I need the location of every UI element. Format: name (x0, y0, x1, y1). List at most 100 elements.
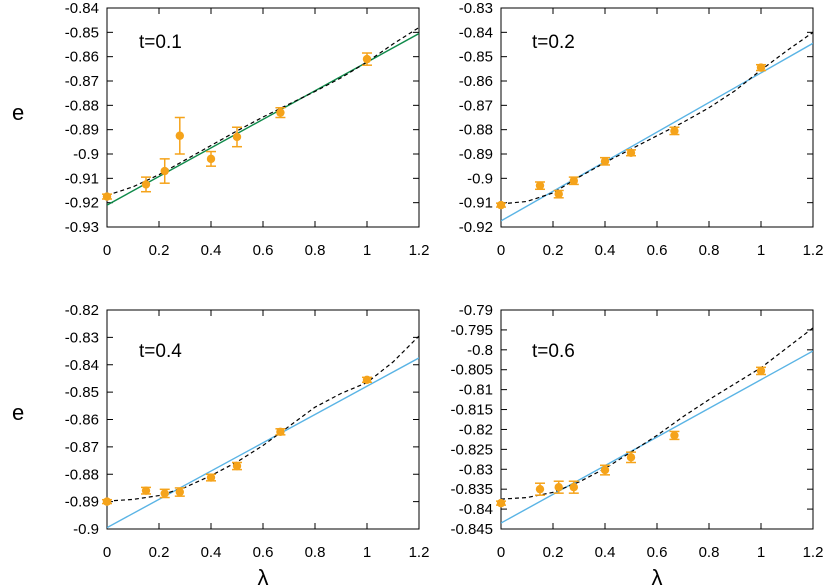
y-tick-label: -0.9 (467, 170, 493, 187)
y-tick-label: -0.88 (65, 466, 99, 483)
point-marker (626, 148, 636, 157)
data-point (535, 181, 545, 191)
x-tick-label: 0 (497, 544, 505, 561)
data-point (669, 430, 680, 441)
point-marker (362, 375, 372, 385)
point-marker (756, 366, 766, 376)
x-tick-label: 0.2 (543, 242, 564, 259)
panel-label: t=0.1 (139, 32, 182, 53)
data-point (275, 107, 286, 119)
y-tick-label: -0.91 (459, 195, 493, 212)
data-point (362, 52, 372, 66)
point-marker (535, 484, 545, 494)
y-tick-label: -0.86 (65, 49, 99, 66)
y-tick-label: -0.84 (459, 24, 493, 41)
data-point (141, 176, 151, 193)
data-point (102, 497, 112, 506)
x-tick-label: 1.2 (803, 242, 824, 259)
x-tick-label: 0.2 (543, 544, 564, 561)
y-tick-label: -0.82 (459, 421, 493, 438)
x-tick-label: 1.2 (409, 242, 430, 259)
x-tick-label: 1 (363, 544, 371, 561)
panel-4: 0 0.2 0.4 0.6 0.8 1 1.2 -0.845 -0.84 -0.835 -0.83 -… (450, 302, 823, 588)
y-tick-label: -0.825 (450, 441, 493, 458)
data-point (756, 63, 766, 72)
y-tick-label: -0.815 (450, 402, 493, 419)
point-marker (554, 189, 563, 199)
point-marker (141, 180, 151, 189)
y-tick-label: -0.85 (65, 384, 99, 401)
x-tick-label: 1 (757, 242, 765, 259)
point-marker (535, 181, 545, 190)
y-tick-label: -0.86 (459, 73, 493, 90)
point-marker (600, 157, 610, 166)
linear-fit-line (107, 32, 419, 206)
y-tick-label: -0.89 (65, 122, 99, 139)
y-tick-label: -0.87 (459, 97, 493, 114)
point-marker (232, 461, 242, 471)
point-marker (232, 132, 242, 142)
x-axis-title: λ (258, 565, 269, 588)
x-tick-label: 0.6 (253, 242, 274, 259)
x-tick-label: 0.6 (647, 242, 668, 259)
data-point (362, 375, 372, 385)
x-tick-label: 0 (103, 544, 111, 561)
point-marker (276, 108, 285, 117)
x-tick-label: 0.4 (201, 544, 222, 561)
y-tick-label: -0.92 (65, 195, 99, 212)
data-point (159, 488, 170, 499)
x-tick-label: 1 (363, 242, 371, 259)
y-tick-label: -0.83 (459, 461, 493, 478)
y-tick-label: -0.79 (459, 302, 493, 319)
point-marker (600, 465, 610, 475)
panel-label: t=0.6 (532, 341, 575, 362)
y-tick-label: -0.92 (459, 219, 493, 236)
point-marker (160, 489, 169, 498)
data-point (496, 200, 506, 210)
x-tick-label: 0.4 (201, 242, 222, 259)
x-tick-label: 0.8 (305, 242, 326, 259)
dashed-fit-curve (107, 26, 419, 196)
data-point (568, 480, 579, 494)
data-point (174, 487, 185, 497)
y-tick-label: -0.91 (65, 170, 99, 187)
y-tick-label: -0.84 (65, 0, 99, 17)
point-marker (175, 131, 184, 140)
y-tick-label: -0.84 (459, 501, 493, 518)
panel-label: t=0.4 (139, 341, 182, 362)
point-marker (756, 63, 766, 72)
x-tick-label: 0.6 (647, 544, 668, 561)
data-point (535, 482, 545, 496)
data-point (232, 126, 242, 148)
point-marker (670, 126, 679, 136)
data-point (232, 461, 242, 471)
x-tick-label: 0 (497, 242, 505, 259)
x-tick-label: 0.4 (595, 544, 616, 561)
y-tick-label: -0.84 (65, 357, 99, 374)
point-marker (102, 192, 112, 201)
y-tick-label: -0.89 (65, 494, 99, 511)
x-tick-label: 0.4 (595, 242, 616, 259)
y-tick-label: -0.89 (459, 146, 493, 163)
panel-2: 0 0.2 0.4 0.6 0.8 1 1.2 -0.92 -0.91 -0.9 -0.89 -0.8… (459, 0, 824, 259)
panel-label: t=0.2 (532, 32, 575, 53)
linear-fit-line (501, 350, 813, 524)
data-point (496, 498, 506, 508)
x-tick-label: 1.2 (803, 544, 824, 561)
x-tick-label: 1.2 (409, 544, 430, 561)
x-tick-label: 0.8 (699, 544, 720, 561)
data-point (102, 192, 112, 201)
y-tick-label: -0.835 (450, 481, 493, 498)
dashed-fit-curve (501, 31, 813, 205)
x-tick-label: 0 (103, 242, 111, 259)
y-tick-label: -0.9 (73, 146, 99, 163)
panel-3: 0 0.2 0.4 0.6 0.8 1 1.2 -0.9 -0.89 -0.88 -0.87 -0.8… (12, 302, 429, 588)
y-tick-label: -0.87 (65, 73, 99, 90)
point-marker (206, 473, 216, 482)
linear-fit-line (501, 42, 813, 222)
point-marker (160, 166, 169, 176)
data-point (626, 148, 636, 157)
y-tick-label: -0.88 (65, 97, 99, 114)
point-marker (175, 487, 184, 497)
